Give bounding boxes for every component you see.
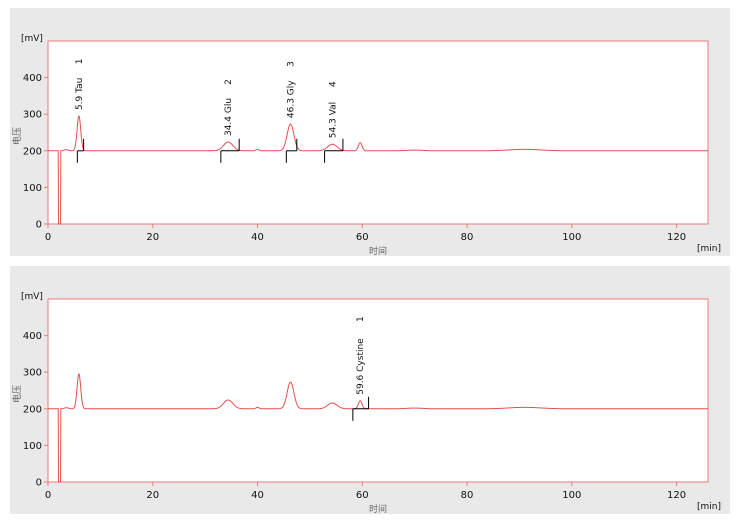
peak-label: 59.6 Cystine (356, 338, 366, 395)
y-tick-label: 100 (23, 441, 42, 452)
plot-area (47, 40, 709, 225)
x-tick-label: 20 (146, 490, 159, 501)
chromatogram-trace (48, 115, 708, 225)
x-tick-label: 60 (356, 490, 369, 501)
peak-index: 1 (75, 58, 85, 64)
y-unit-label: [mV] (21, 34, 43, 44)
peak-label: 34.4 Glu (224, 98, 234, 136)
x-tick-label: 80 (461, 232, 474, 243)
x-tick-label: 40 (251, 232, 264, 243)
y-unit-label: [mV] (21, 292, 43, 302)
peak-index: 3 (287, 61, 297, 67)
y-axis-title: 电压 (11, 127, 23, 145)
y-tick-label: 400 (23, 331, 42, 342)
peak-label: 54.3 Val (328, 102, 338, 138)
y-tick-label: 300 (23, 368, 42, 379)
y-tick-label: 100 (23, 183, 42, 194)
x-tick-label: 120 (667, 490, 686, 501)
x-tick-label: 60 (356, 232, 369, 243)
y-axis-title: 电压 (11, 385, 23, 403)
chromatogram-trace (48, 373, 708, 483)
y-tick-label: 400 (23, 73, 42, 84)
x-tick-label: 0 (45, 232, 51, 243)
y-tick-label: 200 (23, 146, 42, 157)
x-axis-title: 时间 (369, 503, 387, 514)
x-tick-label: 100 (562, 232, 581, 243)
chromatogram-panel-top: 0 100 200 300 400 0 20 40 60 80 100 120 [mV] [min] 电压时… (10, 8, 730, 256)
x-axis-title: 时间 (369, 245, 387, 256)
peak-index: 4 (328, 81, 338, 87)
peak-index: 1 (356, 316, 366, 322)
x-tick-label: 40 (251, 490, 264, 501)
y-tick-label: 0 (36, 220, 42, 231)
x-tick-label: 120 (667, 232, 686, 243)
peak-index: 2 (224, 79, 234, 85)
peak-label: 46.3 Gly (287, 80, 297, 118)
chromatogram-panel-bottom: 0 100 200 300 400 0 20 40 60 80 100 120 [mV] [min] 电压时… (10, 266, 730, 514)
x-tick-label: 20 (146, 232, 159, 243)
chromatogram-top: 0 100 200 300 400 0 20 40 60 80 100 120 [mV] [min] 电压时… (11, 34, 721, 256)
chromatogram-bottom: 0 100 200 300 400 0 20 40 60 80 100 120 [mV] [min] 电压时… (11, 292, 721, 514)
x-unit-label: [min] (697, 502, 721, 512)
y-tick-label: 300 (23, 110, 42, 121)
plot-area (47, 298, 709, 483)
peak-label: 5.9 Tau (75, 78, 85, 110)
y-tick-label: 0 (36, 478, 42, 489)
y-tick-label: 200 (23, 404, 42, 415)
x-tick-label: 100 (562, 490, 581, 501)
x-unit-label: [min] (697, 244, 721, 254)
x-tick-label: 0 (45, 490, 51, 501)
x-tick-label: 80 (461, 490, 474, 501)
